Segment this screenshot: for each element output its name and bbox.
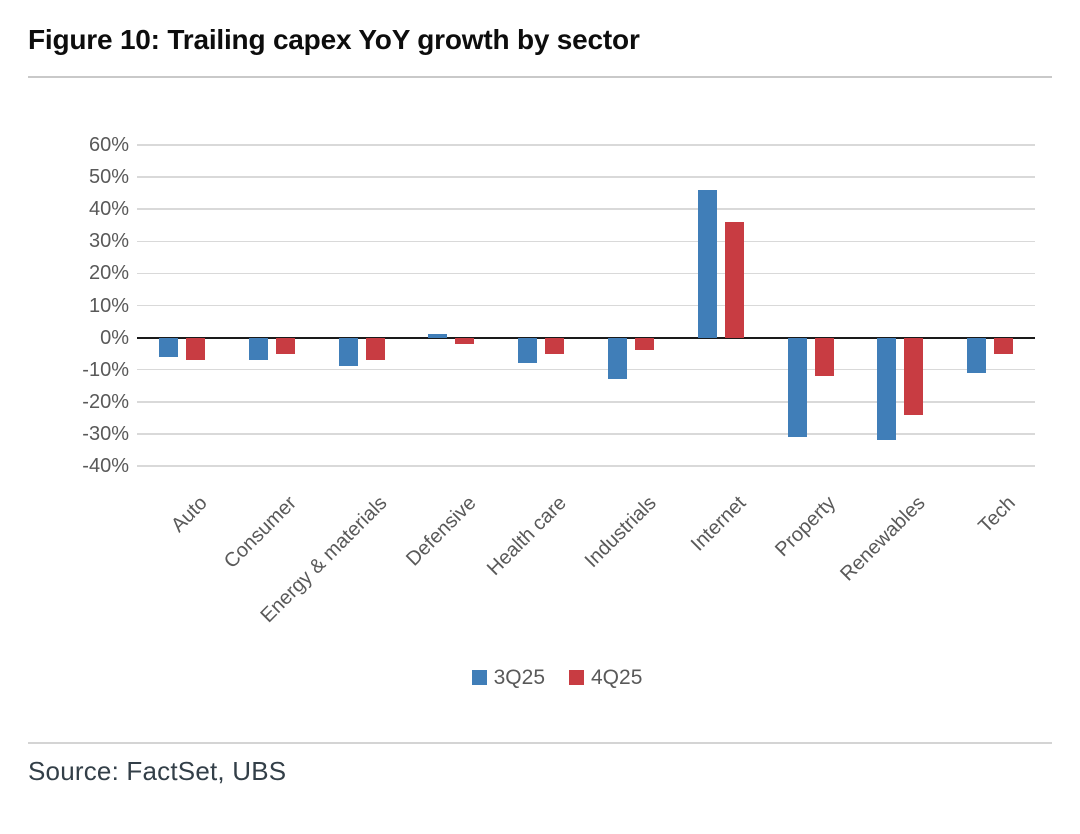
gridline-40 bbox=[137, 465, 1035, 467]
bar-3q25-defensive bbox=[428, 334, 448, 338]
legend-label-4q25: 4Q25 bbox=[591, 666, 643, 689]
figure-title: Figure 10: Trailing capex YoY growth by … bbox=[28, 24, 640, 55]
gridline-10 bbox=[137, 304, 1035, 307]
y-tick-label: 60% bbox=[88, 134, 129, 156]
legend-label-3q25: 3Q25 bbox=[493, 666, 545, 689]
gridline-20 bbox=[137, 401, 1035, 403]
bar-4q25-energy-materials bbox=[365, 337, 385, 361]
y-tick-label: 30% bbox=[88, 230, 129, 253]
y-tick-label: -40% bbox=[82, 455, 129, 477]
bar-3q25-health-care bbox=[518, 337, 538, 364]
source-note: Source: FactSet, UBS bbox=[28, 756, 287, 786]
y-tick-label: 50% bbox=[88, 166, 129, 189]
y-tick-label: 0% bbox=[100, 326, 129, 349]
bar-4q25-industrials bbox=[634, 337, 654, 351]
gridline-50 bbox=[137, 176, 1035, 178]
x-axis-label-internet: Internet bbox=[686, 492, 751, 556]
footer-divider bbox=[28, 742, 1052, 744]
gridline-30 bbox=[137, 240, 1035, 243]
bar-3q25-auto bbox=[158, 337, 178, 357]
x-axis-label-health-care: Health care bbox=[482, 492, 571, 580]
gridline-60 bbox=[137, 144, 1035, 146]
gridline-40 bbox=[137, 208, 1035, 210]
legend-entry-4q25: 4Q25 bbox=[569, 666, 643, 689]
bar-3q25-property bbox=[787, 337, 807, 438]
bar-4q25-internet bbox=[724, 222, 744, 338]
y-tick-label: -10% bbox=[82, 358, 129, 381]
gridline-10 bbox=[137, 368, 1035, 371]
bar-3q25-tech bbox=[967, 337, 987, 373]
bar-4q25-property bbox=[814, 337, 834, 377]
x-axis-label-tech: Tech bbox=[974, 492, 1020, 538]
x-axis-label-property: Property bbox=[771, 492, 841, 562]
bar-3q25-internet bbox=[697, 189, 717, 338]
bar-3q25-consumer bbox=[248, 337, 268, 361]
y-tick-label: 40% bbox=[88, 198, 129, 221]
bar-4q25-defensive bbox=[455, 337, 475, 344]
legend-swatch-3q25 bbox=[471, 670, 487, 685]
gridline-20 bbox=[137, 272, 1035, 275]
bar-3q25-renewables bbox=[877, 337, 897, 441]
x-axis-label-auto: Auto bbox=[166, 492, 212, 537]
x-axis-label-renewables: Renewables bbox=[836, 492, 930, 586]
bar-4q25-auto bbox=[185, 337, 205, 361]
bar-3q25-industrials bbox=[607, 337, 627, 380]
bar-4q25-tech bbox=[994, 337, 1014, 354]
y-tick-label: -20% bbox=[82, 390, 129, 413]
title-divider bbox=[28, 76, 1052, 78]
x-axis-label-industrials: Industrials bbox=[580, 492, 661, 573]
bar-4q25-consumer bbox=[275, 337, 295, 354]
legend: 3Q25 4Q25 bbox=[17, 666, 1080, 689]
zero-axis-line bbox=[137, 336, 1035, 339]
gridline-30 bbox=[137, 433, 1035, 435]
x-axis-label-consumer: Consumer bbox=[220, 492, 302, 573]
y-tick-label: -30% bbox=[82, 422, 129, 445]
bar-4q25-renewables bbox=[904, 337, 924, 415]
legend-swatch-4q25 bbox=[569, 670, 584, 685]
bar-4q25-health-care bbox=[545, 337, 565, 354]
bar-3q25-energy-materials bbox=[338, 337, 358, 367]
legend-entry-3q25: 3Q25 bbox=[471, 666, 545, 689]
x-axis-label-defensive: Defensive bbox=[402, 492, 481, 571]
y-tick-label: 20% bbox=[88, 262, 129, 285]
y-tick-label: 10% bbox=[88, 294, 129, 317]
